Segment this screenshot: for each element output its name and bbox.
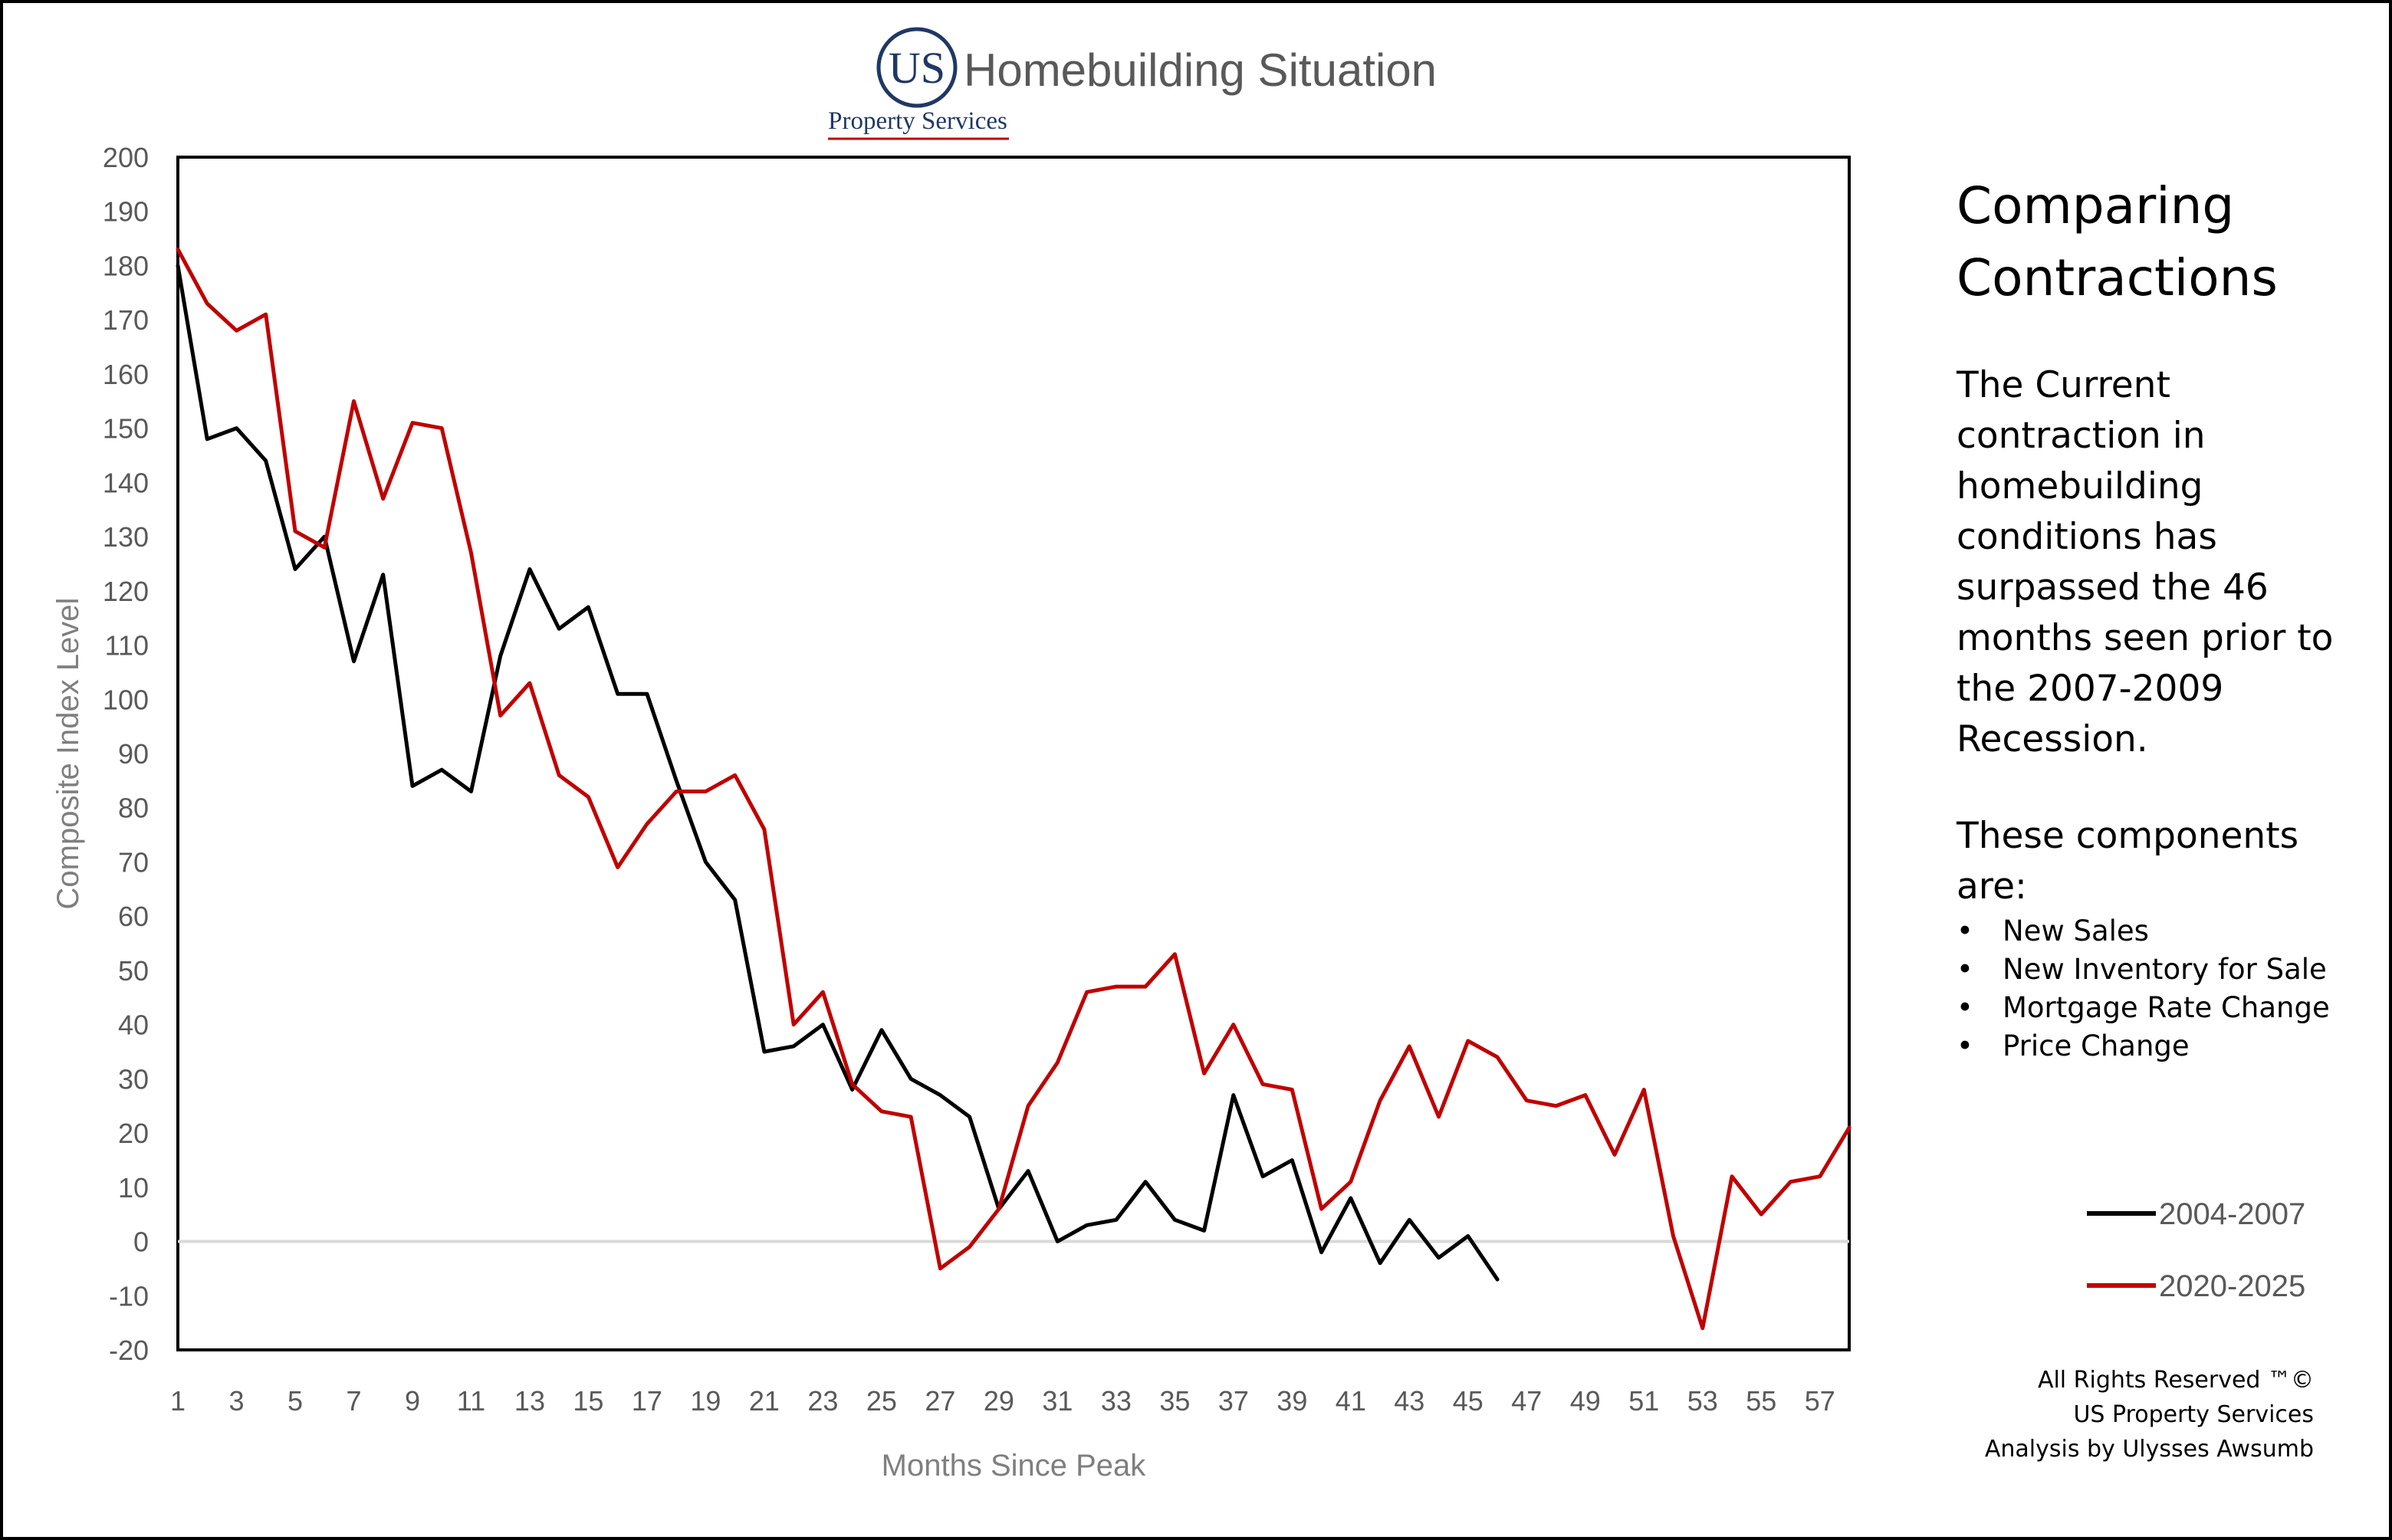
logo-mark: US (889, 43, 945, 93)
y-tick-label: 70 (118, 846, 149, 878)
y-tick-label: 10 (118, 1172, 149, 1203)
brand-logo: US Property Services (828, 27, 1009, 140)
x-tick-label: 7 (346, 1385, 361, 1417)
components-list: New Sales New Inventory for Sale Mortgag… (1957, 912, 2355, 1066)
x-tick-label: 29 (984, 1385, 1014, 1417)
side-heading-line2: Contractions (1957, 248, 2278, 307)
y-tick-label: 120 (103, 576, 149, 607)
x-tick-label: 35 (1159, 1385, 1190, 1417)
side-panel: Comparing Contractions The Current contr… (1957, 170, 2355, 1066)
x-tick-label: 9 (405, 1385, 420, 1417)
y-tick-label: 160 (103, 359, 149, 390)
y-tick-label: 190 (103, 196, 149, 228)
y-tick-label: -20 (109, 1335, 149, 1366)
legend: 2004-2007 2020-2025 (2087, 1197, 2305, 1303)
x-tick-label: 15 (573, 1385, 603, 1417)
x-tick-label: 13 (514, 1385, 545, 1417)
x-axis-ticks: 1 3 5 7 9 11 13 15 17 19 21 23 25 27 29 31 33 35 37 39 41 43 4… (170, 1385, 1835, 1417)
y-tick-label: 170 (103, 304, 149, 336)
y-tick-label: 40 (118, 1010, 149, 1041)
x-tick-label: 33 (1101, 1385, 1132, 1417)
x-tick-label: 31 (1042, 1385, 1073, 1417)
side-body-text: The Current contraction in homebuilding … (1957, 364, 2334, 760)
y-tick-label: 50 (118, 955, 149, 987)
company-credit: US Property Services (2073, 1401, 2314, 1428)
list-item: New Sales (1957, 912, 2355, 951)
y-axis-title: Composite Index Level (51, 598, 85, 910)
x-tick-label: 51 (1628, 1385, 1659, 1417)
list-item: Price Change (1957, 1027, 2355, 1066)
x-tick-label: 39 (1276, 1385, 1307, 1417)
series-line-2004-2007 (176, 264, 1500, 1282)
x-tick-label: 19 (690, 1385, 721, 1417)
x-tick-label: 23 (807, 1385, 838, 1417)
copyright-text: All Rights Reserved ™© (2037, 1367, 2314, 1394)
side-heading: Comparing Contractions (1957, 170, 2355, 314)
y-tick-label: 100 (103, 684, 149, 715)
x-tick-label: 5 (288, 1385, 303, 1417)
y-axis-ticks: 2001901801701601501401301201101009080706… (103, 142, 149, 1366)
x-tick-label: 41 (1336, 1385, 1366, 1417)
x-tick-label: 1 (170, 1385, 186, 1417)
x-tick-label: 3 (228, 1385, 244, 1417)
x-tick-label: 27 (925, 1385, 955, 1417)
y-tick-label: 30 (118, 1063, 149, 1095)
list-item: Mortgage Rate Change (1957, 989, 2355, 1027)
logo-circle (876, 27, 958, 108)
x-tick-label: 11 (457, 1385, 485, 1417)
y-tick-label: 90 (118, 738, 149, 770)
company-name: Property Services (828, 107, 1007, 135)
series-line-2020-2025 (176, 247, 1852, 1331)
x-tick-label: 57 (1805, 1385, 1835, 1417)
x-tick-label: 43 (1394, 1385, 1424, 1417)
y-tick-label: 130 (103, 521, 149, 553)
footer: All Rights Reserved ™© US Property Servi… (1985, 1363, 2314, 1466)
legend-label-2020-2025: 2020-2025 (2159, 1269, 2305, 1303)
y-tick-label: 200 (103, 142, 149, 173)
x-tick-label: 17 (632, 1385, 662, 1417)
x-tick-label: 55 (1746, 1385, 1776, 1417)
plot-area (176, 156, 1851, 1351)
page-title: Homebuilding Situation (964, 44, 1437, 96)
legend-label-2004-2007: 2004-2007 (2159, 1197, 2305, 1231)
y-tick-label: 20 (118, 1118, 149, 1149)
y-tick-label: 140 (103, 467, 149, 498)
x-tick-label: 25 (866, 1385, 897, 1417)
y-tick-label: -10 (109, 1280, 149, 1312)
components-title: These components are: (1957, 815, 2299, 908)
x-tick-label: 37 (1218, 1385, 1249, 1417)
analyst-credit: Analysis by Ulysses Awsumb (1984, 1436, 2314, 1463)
y-tick-label: 110 (105, 630, 149, 662)
y-tick-label: 60 (118, 901, 149, 932)
y-tick-label: 150 (103, 413, 149, 445)
y-tick-label: 0 (133, 1226, 149, 1258)
x-tick-label: 53 (1687, 1385, 1718, 1417)
series-layer (176, 247, 1852, 1331)
side-heading-line1: Comparing (1957, 176, 2235, 235)
x-tick-label: 49 (1570, 1385, 1601, 1417)
y-tick-label: 180 (103, 250, 149, 281)
x-axis-title: Months Since Peak (882, 1449, 1147, 1483)
x-tick-label: 47 (1511, 1385, 1542, 1417)
x-tick-label: 45 (1453, 1385, 1484, 1417)
y-tick-label: 80 (118, 793, 149, 824)
list-item: New Inventory for Sale (1957, 951, 2355, 989)
x-tick-label: 21 (749, 1385, 780, 1417)
